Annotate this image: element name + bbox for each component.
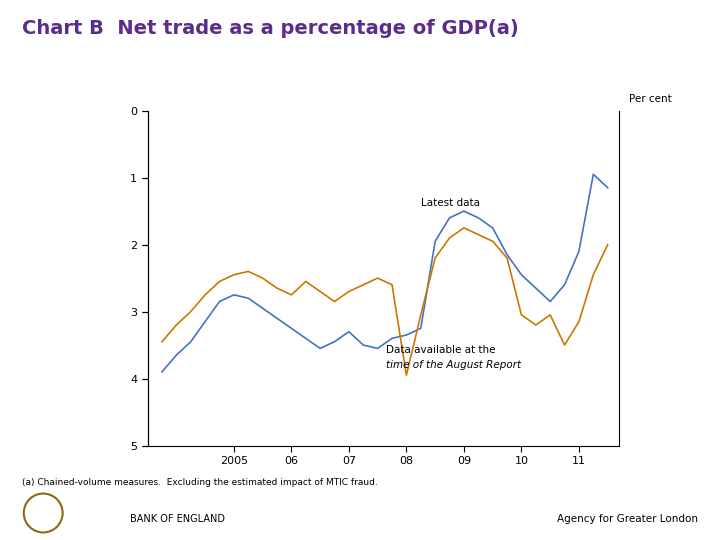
- Text: Chart B  Net trade as a percentage of GDP(a): Chart B Net trade as a percentage of GDP…: [22, 19, 518, 38]
- Text: time of the August Report: time of the August Report: [386, 361, 521, 370]
- Text: BANK OF ENGLAND: BANK OF ENGLAND: [130, 514, 225, 524]
- Text: Per cent: Per cent: [629, 94, 671, 104]
- Text: Data available at the: Data available at the: [386, 345, 496, 355]
- Text: Latest data: Latest data: [420, 198, 480, 208]
- Text: Agency for Greater London: Agency for Greater London: [557, 514, 698, 524]
- Text: (a) Chained-volume measures.  Excluding the estimated impact of MTIC fraud.: (a) Chained-volume measures. Excluding t…: [22, 478, 377, 487]
